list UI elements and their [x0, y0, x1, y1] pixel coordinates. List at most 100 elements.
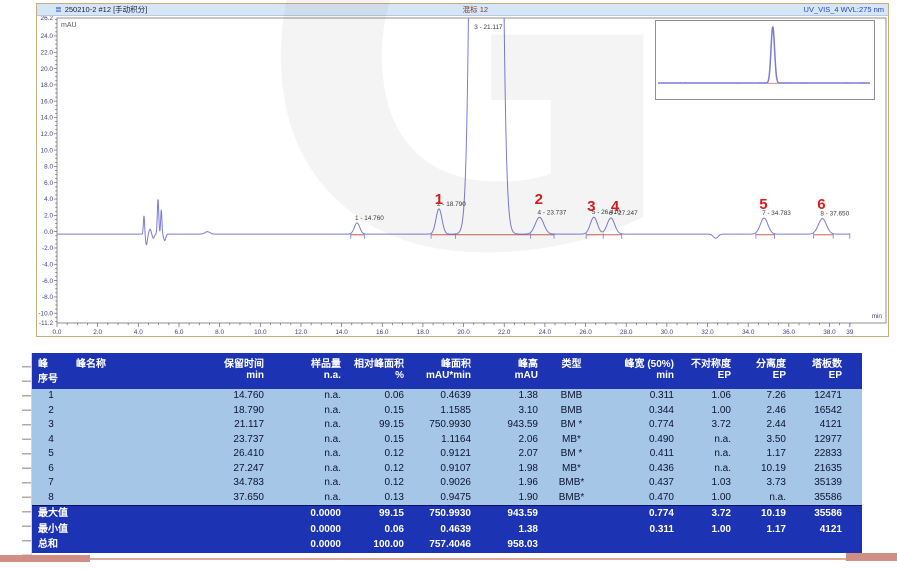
- svg-text:-11.2: -11.2: [39, 320, 54, 327]
- table-edge: [849, 521, 855, 538]
- table-cell: 1: [48, 390, 54, 401]
- table-cell: 0.12: [384, 448, 404, 459]
- table-cell: n.a.: [324, 404, 341, 416]
- svg-text:2.0: 2.0: [93, 329, 102, 336]
- table-cell: 0.12: [384, 462, 404, 474]
- chromatogram-panel: ≣ 250210-2 #12 [手动积分] 混标 12 UV_VIS_4 WVL…: [36, 3, 889, 337]
- table-cell: 1.1585: [440, 404, 471, 416]
- table-cell: 99.15: [378, 419, 404, 430]
- summary-cell: 99.15: [378, 508, 404, 519]
- table-cell: n.a.: [769, 491, 786, 503]
- table-cell: 1.17: [766, 448, 786, 459]
- table-edge: [849, 490, 855, 505]
- table-cell: 7: [48, 477, 54, 488]
- table-row[interactable]: 2 18.790 n.a. 0.15 1.1585 3.10 BMB 0.344 1.00 2.4…: [32, 403, 862, 418]
- svg-text:3: 3: [587, 198, 595, 215]
- svg-text:0.0: 0.0: [53, 329, 62, 336]
- table-row[interactable]: 7 34.783 n.a. 0.12 0.9026 1.96 BMB* 0.437 1.03 3.…: [32, 476, 862, 491]
- svg-text:8 - 37.650: 8 - 37.650: [820, 211, 849, 218]
- svg-text:18.0: 18.0: [417, 329, 430, 336]
- summary-cell: 0.0000: [310, 508, 341, 519]
- table-cell: 0.311: [649, 390, 674, 401]
- table-cell: 0.437: [648, 477, 674, 488]
- table-cell: 7.26: [766, 390, 786, 401]
- table-cell: 37.650: [233, 491, 264, 503]
- svg-text:8.0: 8.0: [215, 329, 224, 336]
- summary-cell: 3.72: [711, 508, 731, 519]
- svg-text:4.0: 4.0: [44, 196, 53, 203]
- table-cell: 0.9121: [440, 448, 471, 459]
- svg-text:8.0: 8.0: [44, 164, 53, 171]
- svg-text:22.0: 22.0: [498, 329, 511, 336]
- table-cell: 0.12: [384, 477, 404, 488]
- table-cell: 16542: [814, 404, 842, 416]
- table-cell: BMB: [560, 404, 583, 416]
- svg-text:2 - 18.790: 2 - 18.790: [437, 201, 466, 208]
- table-row[interactable]: 1 14.760 n.a. 0.06 0.4639 1.38 BMB 0.311 1.06 7.2…: [32, 389, 862, 404]
- svg-text:10.0: 10.0: [41, 147, 54, 154]
- column-header: 分离度 EP: [756, 359, 786, 381]
- table-cell: [70, 433, 175, 448]
- column-header: 塔板数 EP: [812, 359, 842, 381]
- summary-cell: [544, 506, 599, 522]
- table-cell: 1.98: [518, 462, 538, 474]
- table-cell: 0.9026: [440, 477, 471, 488]
- table-cell: 18.790: [233, 404, 264, 416]
- table-cell: n.a.: [324, 491, 341, 503]
- svg-text:34.0: 34.0: [742, 329, 755, 336]
- table-cell: 1.90: [518, 491, 538, 503]
- table-cell: 0.13: [384, 491, 404, 503]
- svg-text:-6.0: -6.0: [42, 278, 53, 285]
- summary-cell: [792, 537, 848, 553]
- table-cell: [70, 447, 175, 462]
- table-cell: [70, 389, 175, 404]
- svg-text:24.0: 24.0: [539, 329, 552, 336]
- summary-cell: [175, 522, 270, 538]
- table-cell: 2.06: [518, 433, 538, 445]
- svg-text:-10.0: -10.0: [38, 310, 53, 317]
- table-cell: [70, 491, 175, 506]
- table-cell: BMB*: [558, 491, 585, 503]
- svg-text:6 - 27.247: 6 - 27.247: [609, 210, 638, 217]
- svg-text:1 - 14.760: 1 - 14.760: [355, 215, 384, 222]
- svg-text:16.0: 16.0: [41, 98, 54, 105]
- svg-text:mAU: mAU: [61, 22, 77, 29]
- table-edge: [849, 403, 855, 418]
- table-cell: [70, 462, 175, 477]
- table-cell: 1.03: [711, 477, 731, 488]
- summary-cell: [175, 506, 270, 522]
- table-row[interactable]: 8 37.650 n.a. 0.13 0.9475 1.90 BMB* 0.470 1.00 n.…: [32, 490, 862, 506]
- splitter-handle-right[interactable]: [846, 553, 897, 561]
- overview-trace: [658, 26, 870, 84]
- table-cell: n.a.: [714, 462, 731, 474]
- table-row[interactable]: 6 27.247 n.a. 0.12 0.9107 1.98 MB* 0.436 n.a. 10.…: [32, 461, 862, 477]
- table-cell: 3.50: [766, 433, 786, 445]
- table-cell: 1.1164: [441, 433, 471, 445]
- svg-text:3 - 21.117: 3 - 21.117: [474, 24, 503, 31]
- table-row[interactable]: 5 26.410 n.a. 0.12 0.9121 2.07 BM * 0.411 n.a. 1.…: [32, 447, 862, 462]
- summary-cell: 0.06: [384, 523, 404, 535]
- summary-cell: 0.0000: [310, 539, 341, 551]
- table-row[interactable]: 3 21.117 n.a. 99.15 750.9930 943.59 BM * 0.774 3…: [32, 418, 862, 433]
- svg-text:5: 5: [759, 196, 767, 213]
- summary-cell: 1.38: [518, 523, 538, 535]
- splitter-line[interactable]: [0, 558, 897, 560]
- table-cell: BMB*: [558, 477, 585, 488]
- table-cell: 5: [48, 448, 54, 459]
- chromatogram-overview-inset[interactable]: [655, 20, 875, 100]
- table-cell: 14.760: [233, 390, 264, 401]
- table-row[interactable]: 4 23.737 n.a. 0.15 1.1164 2.06 MB* 0.490 n.a. 3.5…: [32, 432, 862, 448]
- table-cell: [70, 418, 175, 433]
- svg-text:30.0: 30.0: [661, 329, 674, 336]
- injection-title: 250210-2 #12 [手动积分]: [64, 5, 148, 14]
- column-header: 峰面积 mAU*min: [425, 359, 471, 381]
- summary-cell: [544, 522, 599, 538]
- splitter-handle-left[interactable]: [0, 555, 90, 562]
- table-cell: 21.117: [234, 419, 264, 430]
- table-edge: [849, 537, 855, 553]
- svg-text:26.2: 26.2: [41, 16, 54, 22]
- summary-row: 最小值 0.0000 0.06 0.4639 1.38 0.311 1.00 1.17 4121: [32, 521, 862, 538]
- table-cell: n.a.: [324, 433, 341, 445]
- table-cell: 943.59: [507, 419, 538, 430]
- summary-cell: 10.19: [760, 508, 786, 519]
